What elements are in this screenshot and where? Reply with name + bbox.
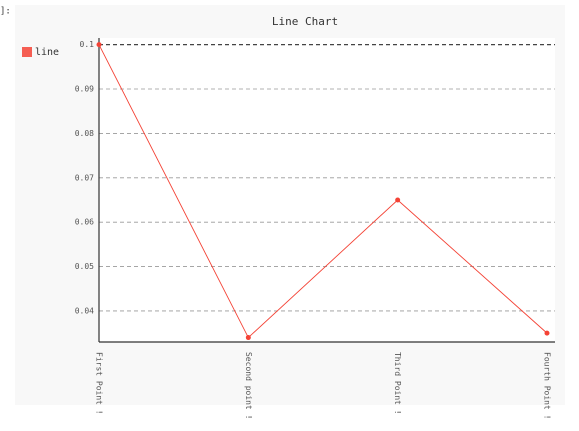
x-tick-label: Fourth Point !	[543, 352, 552, 419]
y-tick-label: 0.07	[75, 173, 94, 182]
legend-label: line	[35, 47, 59, 58]
y-tick-label: 0.08	[75, 129, 94, 138]
chart-title: Line Chart	[272, 15, 338, 28]
y-tick-label: 0.09	[75, 85, 94, 94]
x-tick-label: First Point !	[95, 352, 104, 415]
line	[98, 44, 548, 339]
point	[395, 197, 401, 203]
legend-swatch	[22, 47, 32, 57]
x-tick-label: Third Point !	[393, 352, 402, 415]
point	[544, 330, 550, 336]
x-tick-label: Second point !	[244, 352, 253, 419]
point	[96, 42, 102, 48]
point	[245, 335, 251, 341]
y-tick-label: 0.04	[75, 306, 94, 315]
y-tick-label: 0.06	[75, 218, 94, 227]
y-tick-label: 0.05	[75, 262, 94, 271]
y-tick-label: 0.1	[80, 40, 95, 49]
prompt: ]:	[0, 7, 11, 17]
plot-area	[99, 38, 555, 342]
